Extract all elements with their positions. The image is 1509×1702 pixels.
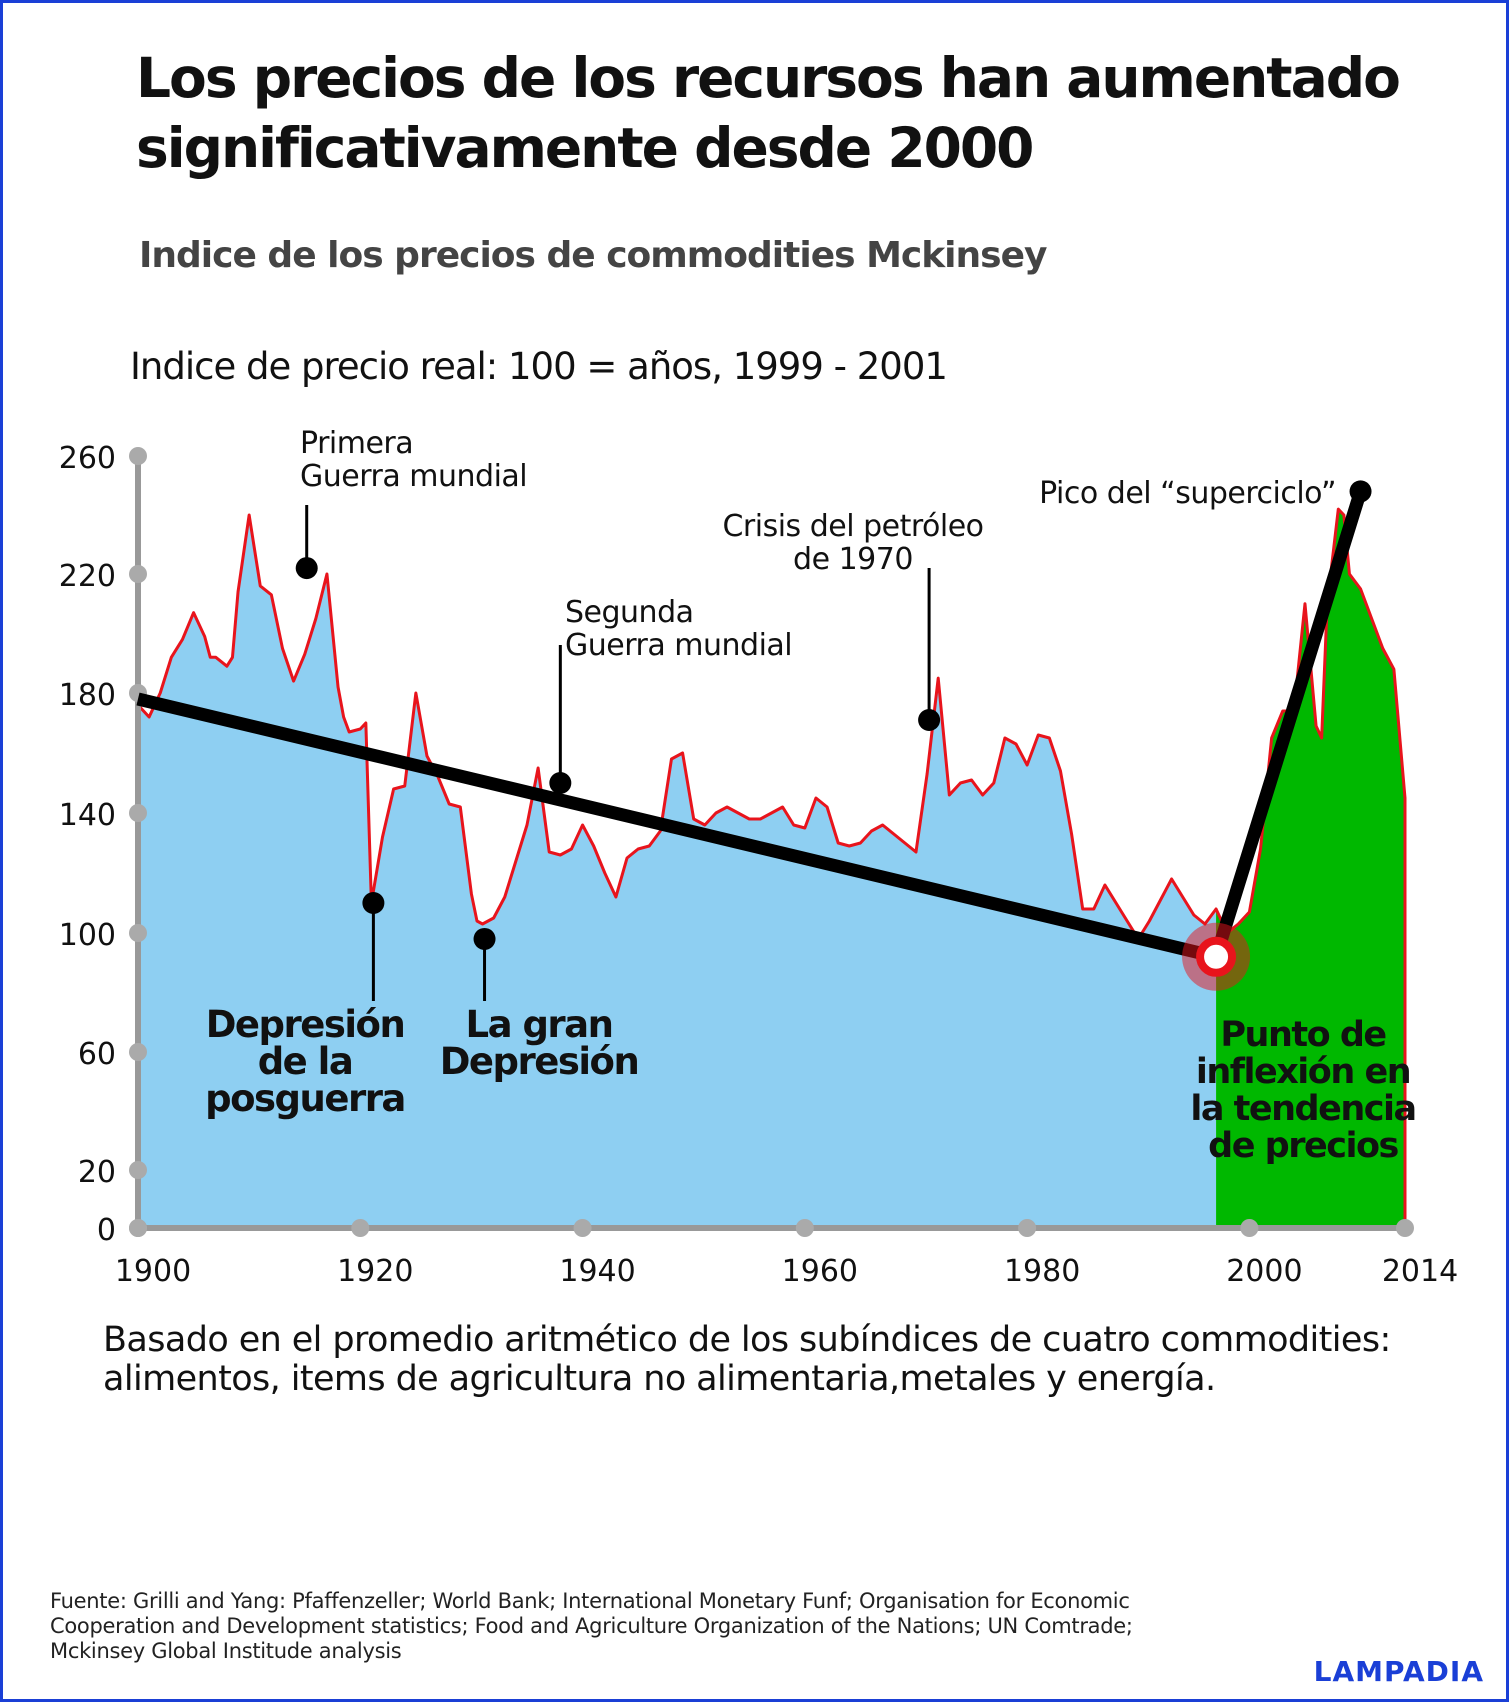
x-tick-dot <box>1396 1219 1414 1237</box>
y-tick-label: 0 <box>97 1213 116 1248</box>
x-tick-label: 1960 <box>782 1254 858 1289</box>
y-tick-dot <box>129 804 147 822</box>
annotation-dot <box>362 892 385 914</box>
supercycle-peak-dot <box>1349 480 1372 503</box>
annotation-wwii: Segunda Guerra mundial <box>565 595 792 663</box>
x-tick-dot <box>573 1219 592 1237</box>
y-tick-dot <box>129 565 147 583</box>
area-post-2000 <box>1216 509 1405 1229</box>
price-index-line <box>136 507 1407 1228</box>
annotation-supercycle-peak: Pico del “superciclo” <box>1039 476 1336 511</box>
x-tick-dot <box>351 1219 370 1237</box>
lampadia-logo: LAMPADIA <box>1313 1655 1484 1688</box>
y-axis-unit-label: Indice de precio real: 100 = años, 1999 … <box>130 345 948 388</box>
y-tick-dot <box>129 447 147 465</box>
y-tick-label: 100 <box>59 918 116 953</box>
chart-areas <box>136 507 1407 1229</box>
x-tick-label: 1940 <box>559 1254 635 1289</box>
methodology-note: Basado en el promedio aritmético de los … <box>103 1320 1391 1399</box>
y-tick-label: 20 <box>78 1155 116 1190</box>
y-tick-label: 60 <box>78 1037 116 1072</box>
annotation-inflection-point: Punto de inflexión en la tendencia de preci… <box>1190 1015 1415 1166</box>
x-tick-label: 1900 <box>115 1254 191 1289</box>
x-tick-dot <box>129 1219 147 1237</box>
annotation-oil-crisis: Crisis del petróleo de 1970 <box>722 509 983 577</box>
inflection-point-marker <box>1196 936 1237 977</box>
x-tick-label: 1920 <box>337 1254 413 1289</box>
area-pre-2000 <box>138 515 1217 1228</box>
annotation-dot <box>549 772 572 794</box>
annotation-dot <box>918 709 941 731</box>
page-title: Los precios de los recursos han aumentad… <box>136 46 1401 180</box>
x-tick-label: 2014 <box>1382 1254 1458 1289</box>
chart-axes: 0 20 60 100 140 180 220 260 1900 1920 1940 1960 1980… <box>59 441 1458 1289</box>
price-index-chart: 0 20 60 100 140 180 220 260 1900 1920 1940 1960 1980… <box>59 426 1458 1289</box>
x-tick-dot <box>1240 1219 1259 1237</box>
annotation-wwi: Primera Guerra mundial <box>300 426 527 494</box>
chart-subtitle: Indice de los precios de commodities Mck… <box>139 235 1047 276</box>
annotation-great-depression: La gran Depresión <box>440 1003 639 1083</box>
source-note: Fuente: Grilli and Yang: Pfaffenzeller; … <box>50 1589 1133 1663</box>
x-tick-label: 2000 <box>1226 1254 1302 1289</box>
y-tick-label: 260 <box>59 441 116 476</box>
y-tick-label: 180 <box>59 678 116 713</box>
annotation-dot <box>473 927 496 950</box>
y-tick-label: 220 <box>59 559 116 594</box>
x-tick-dot <box>1018 1219 1037 1237</box>
y-tick-label: 140 <box>59 798 116 833</box>
annotation-postwar-depression: Depresión de la posguerra <box>205 1003 405 1120</box>
y-tick-dot <box>129 1043 147 1061</box>
y-tick-dot <box>129 1161 147 1179</box>
annotation-dot <box>295 557 318 580</box>
y-tick-dot <box>129 924 147 942</box>
x-tick-dot <box>795 1219 814 1237</box>
chart-annotations: Primera Guerra mundial Depresión de la posgu… <box>205 426 1417 1166</box>
x-tick-label: 1980 <box>1004 1254 1080 1289</box>
